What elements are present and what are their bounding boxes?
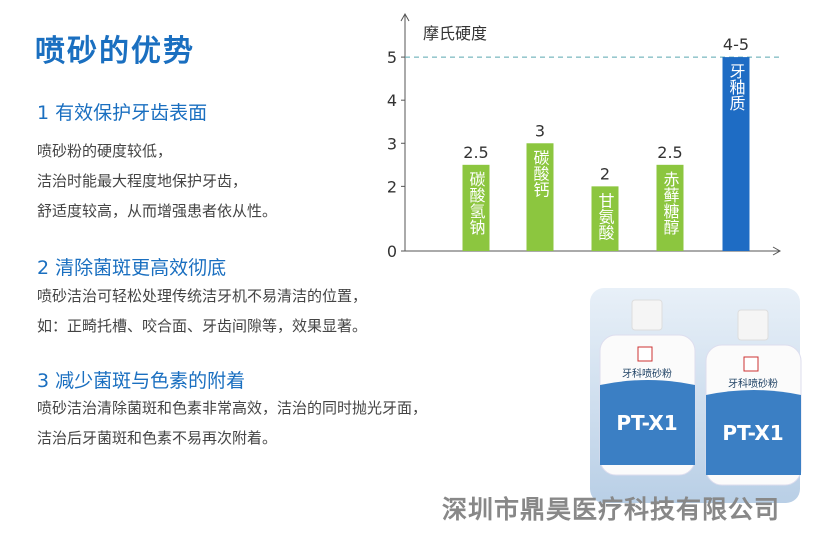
y-tick-label: 2 (387, 177, 397, 196)
section-text: 洁治时能最大程度地保护牙齿， (37, 172, 248, 190)
title: 喷砂的优势 (35, 34, 195, 69)
bar (722, 57, 750, 251)
bar (591, 186, 619, 251)
bar (656, 164, 684, 251)
section-text: 喷砂洁治清除菌斑和色素非常高效，洁治的同时抛光牙面， (37, 399, 428, 417)
section-text: 洁治后牙菌斑和色素不易再次附着。 (37, 429, 278, 447)
footer: 深圳市鼎昊医疗科技有限公司 (442, 495, 781, 524)
value-label: 2.5 (463, 143, 488, 162)
axis-label: 摩氏硬度 (423, 24, 487, 43)
category-label: 甘氨酸 (596, 192, 615, 240)
section-text: 喷砂洁治可轻松处理传统洁牙机不易清洁的位置， (37, 287, 368, 305)
bottle-brand: 牙科喷砂粉 (728, 377, 778, 390)
category-label: 牙釉质 (727, 63, 746, 111)
bottle-logo (743, 356, 759, 372)
section-heading: 2 清除菌斑更高效彻底 (37, 257, 227, 279)
y-tick-label: 0 (387, 242, 397, 261)
bottle-cap (737, 309, 769, 341)
bottle: 牙科喷砂粉 PT-X1 (705, 309, 802, 486)
axis-arrow (772, 246, 782, 256)
bottle-cap (631, 299, 663, 331)
section-heading: 3 减少菌斑与色素的附着 (37, 370, 246, 392)
bottle: 牙科喷砂粉 PT-X1 (599, 299, 696, 476)
category-label: 碳酸钙 (531, 149, 550, 198)
y-tick-label: 4 (387, 91, 397, 110)
section-text: 舒适度较高，从而增强患者依从性。 (37, 202, 278, 220)
bottle-brand: 牙科喷砂粉 (622, 367, 672, 380)
bar (462, 164, 490, 251)
bottle-model: PT-X1 (616, 411, 677, 435)
category-label: 碳酸氢钠 (467, 171, 486, 236)
y-tick-label: 5 (387, 48, 397, 67)
value-label: 4-5 (723, 35, 749, 54)
bottle-model: PT-X1 (722, 421, 783, 445)
bar (526, 143, 554, 251)
y-tick-label: 3 (387, 134, 397, 153)
bottle-label (706, 390, 801, 475)
section-heading: 1 有效保护牙齿表面 (37, 102, 208, 124)
section-text: 喷砂粉的硬度较低， (37, 142, 173, 160)
axis-arrow (400, 12, 410, 22)
section-text: 如：正畸托槽、咬合面、牙齿间隙等，效果显著。 (37, 317, 368, 335)
category-label: 赤藓糖醇 (661, 171, 680, 235)
value-label: 3 (535, 121, 545, 140)
bottle-logo (637, 346, 653, 362)
value-label: 2 (600, 164, 610, 183)
value-label: 2.5 (657, 143, 682, 162)
bottle-label (600, 380, 695, 465)
